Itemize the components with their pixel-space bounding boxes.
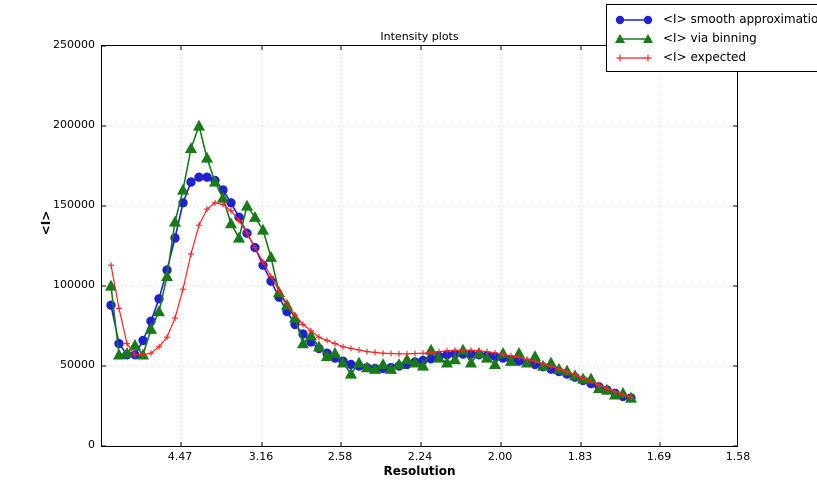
tick-marks (102, 46, 737, 446)
x-axis-label: Resolution (383, 464, 456, 478)
legend-label: <I> via binning (663, 30, 757, 45)
y-axis-label: <I> (39, 210, 53, 236)
circle-marker-icon (613, 12, 655, 26)
gridlines (102, 46, 737, 446)
chart-legend: <I> smooth approximation <I> via binning <… (606, 4, 817, 72)
plot-area (101, 45, 738, 447)
x-tick-label: 1.58 (725, 450, 751, 463)
plot-canvas (102, 46, 737, 446)
x-tick-label: 4.47 (167, 450, 193, 463)
y-tick-label: 150000 (53, 198, 95, 211)
legend-item-2[interactable]: <I> via binning (613, 28, 817, 47)
y-tick-label: 250000 (53, 38, 95, 51)
series-2 (104, 119, 638, 403)
y-tick-label: 0 (88, 438, 95, 451)
y-tick-label: 200000 (53, 118, 95, 131)
x-tick-label: 3.16 (248, 450, 274, 463)
legend-label: <I> smooth approximation (663, 11, 817, 26)
x-tick-label: 2.58 (327, 450, 353, 463)
y-axis-ticks: 0 50000 100000 150000 200000 250000 (0, 0, 95, 492)
x-tick-label: 2.24 (407, 450, 433, 463)
y-tick-label: 50000 (60, 358, 95, 371)
legend-item-3[interactable]: <I> expected (613, 47, 817, 66)
legend-label: <I> expected (663, 49, 747, 64)
x-tick-label: 1.69 (646, 450, 672, 463)
triangle-marker-icon (613, 31, 655, 45)
series-3 (108, 199, 634, 401)
x-axis-ticks: 4.47 3.16 2.58 2.24 2.00 1.83 1.69 1.58 (0, 450, 817, 470)
legend-item-1[interactable]: <I> smooth approximation (613, 9, 817, 28)
plus-marker-icon (613, 50, 655, 64)
y-tick-label: 100000 (53, 278, 95, 291)
x-tick-label: 2.00 (487, 450, 513, 463)
page-title: Intensity plots (380, 30, 459, 43)
x-tick-label: 1.83 (567, 450, 593, 463)
